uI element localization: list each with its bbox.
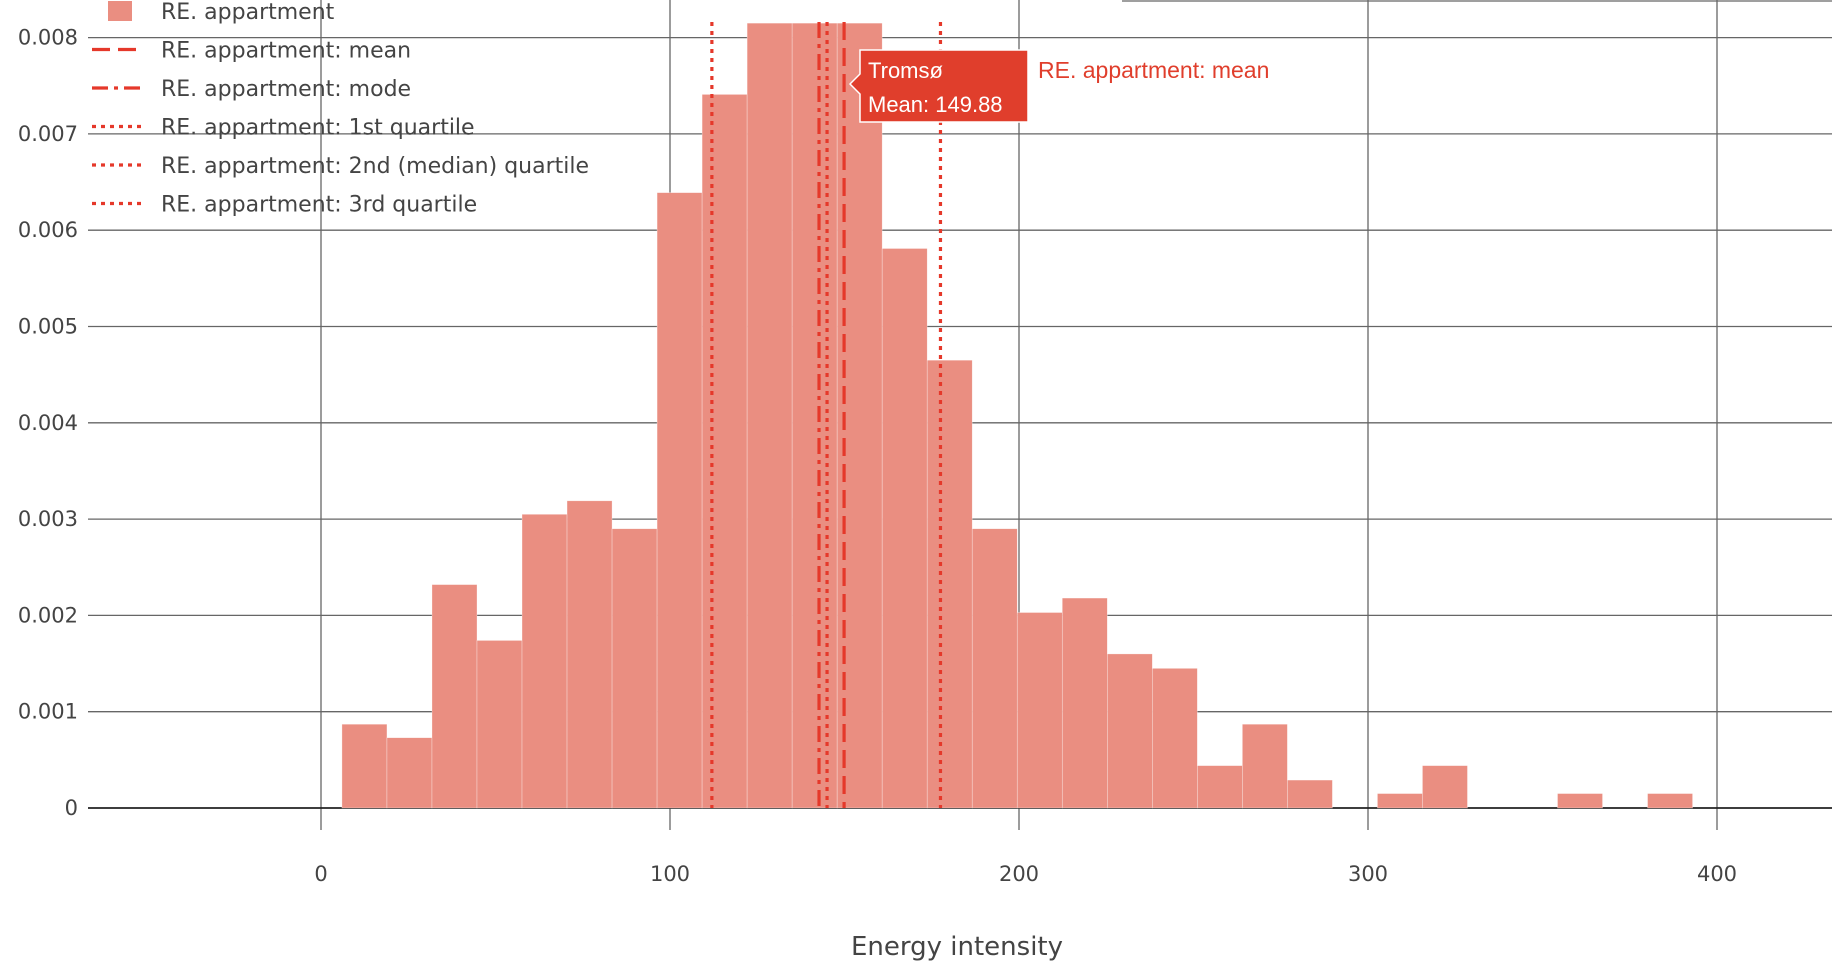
x-tick-label: 300 <box>1348 862 1388 886</box>
x-axis-label: Energy intensity <box>851 932 1063 962</box>
hover-box <box>848 49 1029 123</box>
legend-entry: RE. appartment: 2nd (median) quartile <box>161 154 589 179</box>
legend-entry: RE. appartment: mean <box>161 39 411 64</box>
histogram-bar <box>1016 612 1063 809</box>
legend-entry: RE. appartment: 3rd quartile <box>161 193 477 218</box>
histogram-bar <box>476 640 523 809</box>
statistic-lines <box>710 22 943 808</box>
histogram-bar <box>701 94 748 809</box>
histogram-bar <box>1377 793 1423 809</box>
y-tick-label: 0.001 <box>18 700 78 724</box>
histogram-bar <box>386 737 433 809</box>
histogram-bar <box>341 723 388 809</box>
histogram-bar <box>881 248 928 809</box>
hover-tooltip: Tromsø Mean: 149.88 RE. appartment: mean <box>848 49 1269 123</box>
y-tick-label: 0.005 <box>18 315 78 339</box>
histogram-bar <box>971 528 1018 809</box>
legend-entry: RE. appartment <box>161 0 335 25</box>
legend-swatch <box>108 1 132 21</box>
y-tick-label: 0.002 <box>18 603 78 627</box>
histogram-bar <box>566 500 613 809</box>
histogram-bar <box>1242 723 1288 809</box>
histogram-bar <box>1106 653 1153 809</box>
histogram-bar <box>926 359 973 809</box>
histogram-bar <box>1647 793 1693 809</box>
legend: RE. appartment RE. appartment: mean RE. ap… <box>92 0 589 218</box>
x-tick-label: 200 <box>999 862 1039 886</box>
y-tick-label: 0.003 <box>18 507 78 531</box>
histogram-bar <box>656 192 703 809</box>
histogram-bar <box>1287 779 1333 809</box>
histogram-bar <box>431 584 478 809</box>
y-tick-label: 0.004 <box>18 411 78 435</box>
y-tick-label: 0.006 <box>18 218 78 242</box>
histogram-bar <box>1197 765 1243 809</box>
legend-entry: RE. appartment: 1st quartile <box>161 116 475 141</box>
y-tick-label: 0 <box>65 796 78 820</box>
histogram-bar <box>746 22 793 809</box>
hover-series-name: RE. appartment: mean <box>1038 57 1269 83</box>
histogram-bar <box>1557 793 1603 809</box>
y-tick-label: 0.007 <box>18 122 78 146</box>
x-tick-label: 100 <box>650 862 690 886</box>
histogram-bar <box>611 528 658 809</box>
x-tick-label: 0 <box>314 862 327 886</box>
histogram-bars <box>341 22 1693 809</box>
histogram-bar <box>791 22 838 809</box>
histogram-bar <box>1152 668 1198 809</box>
y-tick-label: 0.008 <box>18 26 78 50</box>
hover-value: Mean: 149.88 <box>868 92 1003 117</box>
histogram-bar <box>521 513 568 809</box>
legend-entry: RE. appartment: mode <box>161 77 411 102</box>
axes: 0 100 200 300 400 0 0.001 0.002 0.003 0.004 0.005 0… <box>18 26 1737 886</box>
hover-title: Tromsø <box>868 58 943 83</box>
histogram-bar <box>1061 597 1108 809</box>
histogram-bar <box>1422 765 1468 809</box>
x-tick-label: 400 <box>1697 862 1737 886</box>
